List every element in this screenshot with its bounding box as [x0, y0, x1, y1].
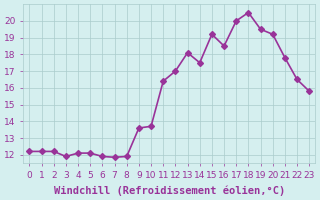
X-axis label: Windchill (Refroidissement éolien,°C): Windchill (Refroidissement éolien,°C)	[54, 185, 285, 196]
